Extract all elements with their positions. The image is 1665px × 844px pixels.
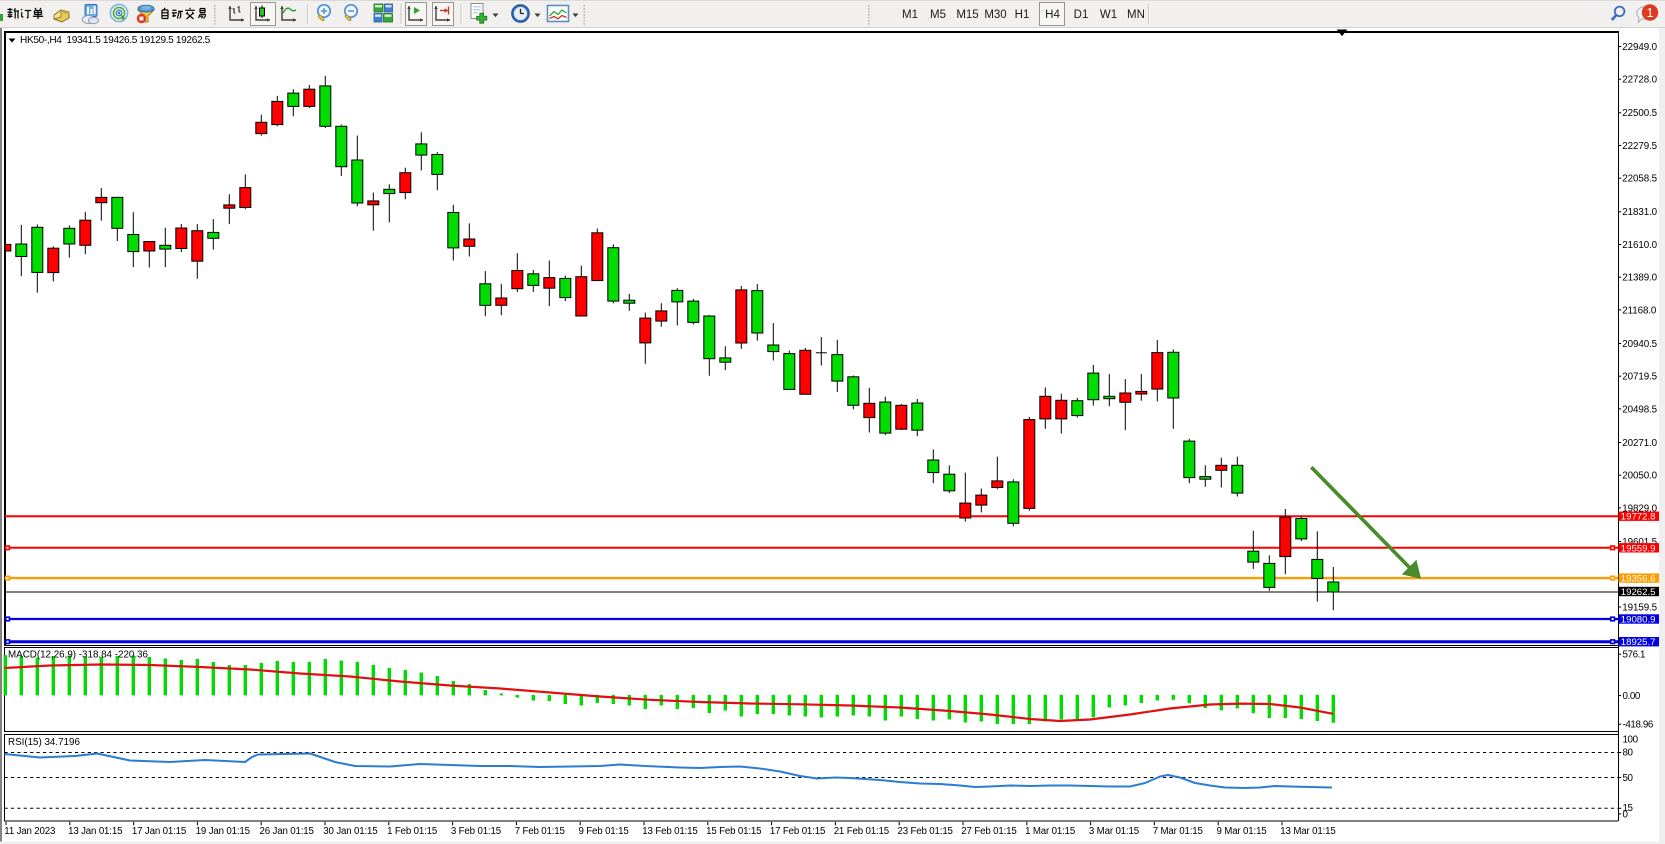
svg-text:20271.0: 20271.0 [1622, 438, 1657, 449]
svg-text:22949.0: 22949.0 [1622, 42, 1657, 53]
svg-text:H1: H1 [1015, 9, 1030, 21]
svg-text:22500.5: 22500.5 [1622, 108, 1657, 119]
svg-text:100: 100 [1623, 735, 1639, 746]
svg-text:RSI(15) 34.7196: RSI(15) 34.7196 [8, 737, 80, 748]
svg-text:M30: M30 [984, 9, 1006, 21]
svg-text:0: 0 [1623, 809, 1629, 820]
svg-text:M15: M15 [956, 9, 978, 21]
svg-text:21 Feb 01:15: 21 Feb 01:15 [834, 826, 889, 837]
svg-text:20498.5: 20498.5 [1622, 404, 1657, 415]
svg-text:27 Feb 01:15: 27 Feb 01:15 [961, 826, 1016, 837]
svg-text:3 Mar 01:15: 3 Mar 01:15 [1089, 826, 1139, 837]
svg-text:22728.0: 22728.0 [1622, 75, 1657, 86]
svg-text:MACD(12,26,9) -318.84 -220.36: MACD(12,26,9) -318.84 -220.36 [8, 650, 149, 661]
svg-text:3 Feb 01:15: 3 Feb 01:15 [451, 826, 501, 837]
svg-text:15: 15 [1623, 803, 1634, 814]
svg-text:26 Jan 01:15: 26 Jan 01:15 [260, 826, 314, 837]
svg-text:17 Jan 01:15: 17 Jan 01:15 [132, 826, 186, 837]
svg-text:20940.5: 20940.5 [1622, 339, 1657, 350]
svg-text:576.1: 576.1 [1623, 650, 1646, 661]
svg-text:19080.9: 19080.9 [1621, 615, 1656, 626]
svg-text:19772.8: 19772.8 [1621, 512, 1656, 523]
svg-text:21610.0: 21610.0 [1622, 240, 1657, 251]
svg-text:9 Feb 01:15: 9 Feb 01:15 [579, 826, 629, 837]
svg-text:21389.0: 21389.0 [1622, 273, 1657, 284]
svg-text:7 Feb 01:15: 7 Feb 01:15 [515, 826, 565, 837]
svg-text:19262.5: 19262.5 [1621, 587, 1656, 598]
svg-text:1: 1 [1647, 6, 1654, 20]
svg-text:19601.5: 19601.5 [1622, 537, 1657, 548]
svg-text:22279.5: 22279.5 [1622, 141, 1657, 152]
svg-text:80: 80 [1623, 747, 1634, 758]
svg-text:21168.0: 21168.0 [1622, 305, 1657, 316]
svg-text:13 Jan 01:15: 13 Jan 01:15 [68, 826, 122, 837]
svg-text:19829.0: 19829.0 [1622, 503, 1657, 514]
svg-text:D1: D1 [1074, 9, 1089, 21]
svg-text:-418.96: -418.96 [1623, 720, 1654, 731]
svg-text:W1: W1 [1100, 9, 1117, 21]
svg-text:HK50-,H4 19341.5 19426.5 1912: HK50-,H4 19341.5 19426.5 19129.5 19262.5 [20, 35, 211, 46]
svg-text:H4: H4 [1045, 9, 1060, 21]
svg-text:18925.7: 18925.7 [1621, 637, 1656, 648]
svg-text:11 Jan 2023: 11 Jan 2023 [4, 826, 55, 837]
svg-text:13 Mar 01:15: 13 Mar 01:15 [1280, 826, 1335, 837]
svg-text:19159.5: 19159.5 [1622, 602, 1657, 613]
svg-text:19559.9: 19559.9 [1621, 543, 1656, 554]
svg-text:17 Feb 01:15: 17 Feb 01:15 [770, 826, 825, 837]
svg-text:1 Mar 01:15: 1 Mar 01:15 [1025, 826, 1075, 837]
svg-text:13 Feb 01:15: 13 Feb 01:15 [642, 826, 697, 837]
svg-text:9 Mar 01:15: 9 Mar 01:15 [1217, 826, 1267, 837]
svg-text:M1: M1 [902, 9, 918, 21]
svg-text:1 Feb 01:15: 1 Feb 01:15 [387, 826, 437, 837]
svg-text:20719.5: 20719.5 [1622, 372, 1657, 383]
svg-text:21831.0: 21831.0 [1622, 207, 1657, 218]
svg-text:M5: M5 [930, 9, 946, 21]
svg-text:50: 50 [1623, 773, 1634, 784]
svg-text:20050.0: 20050.0 [1622, 471, 1657, 482]
svg-text:19 Jan 01:15: 19 Jan 01:15 [196, 826, 250, 837]
svg-text:15 Feb 01:15: 15 Feb 01:15 [706, 826, 761, 837]
svg-text:MN: MN [1127, 9, 1145, 21]
svg-text:30 Jan 01:15: 30 Jan 01:15 [323, 826, 377, 837]
svg-text:0.00: 0.00 [1623, 691, 1641, 702]
svg-text:19356.6: 19356.6 [1621, 574, 1656, 585]
svg-text:22058.5: 22058.5 [1622, 174, 1657, 185]
svg-text:7 Mar 01:15: 7 Mar 01:15 [1153, 826, 1203, 837]
svg-text:23 Feb 01:15: 23 Feb 01:15 [898, 826, 953, 837]
